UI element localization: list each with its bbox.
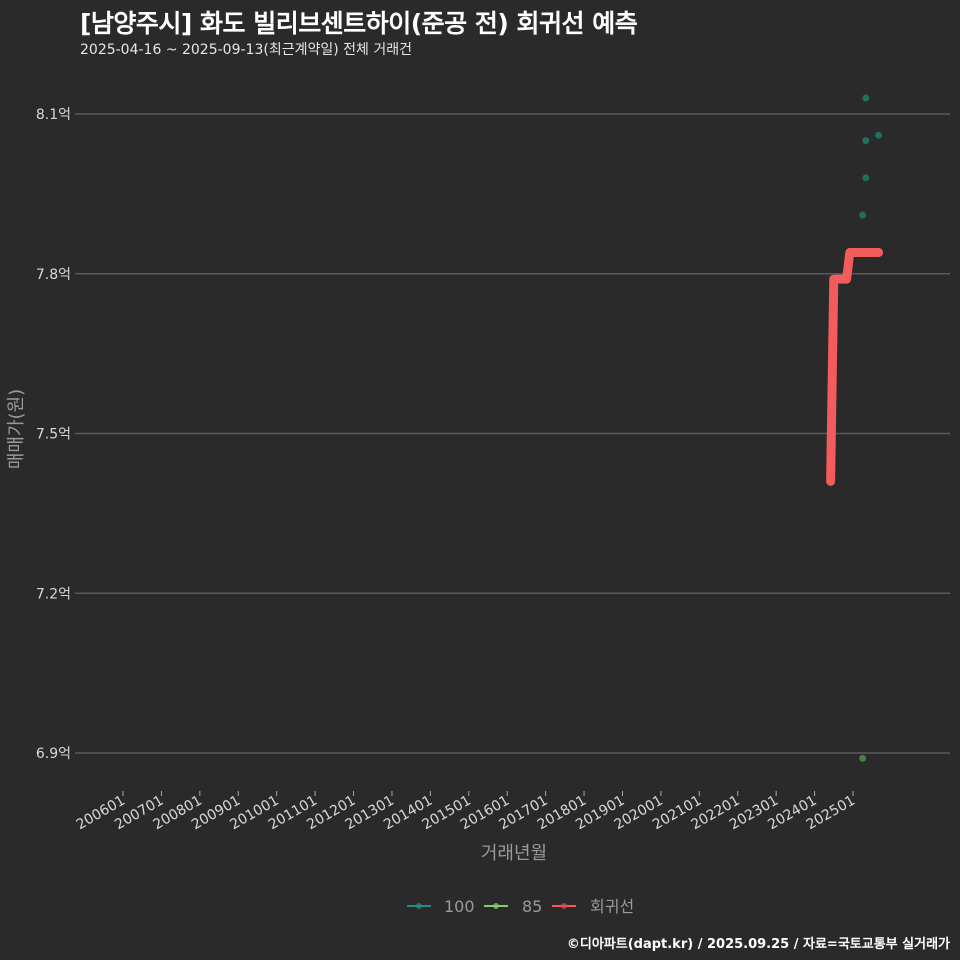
y-axis-title: 매매가(원) xyxy=(6,389,27,469)
legend-key-point xyxy=(416,903,422,909)
chart-subtitle: 2025-04-16 ~ 2025-09-13(최근계약일) 전체 거래건 xyxy=(80,42,412,58)
legend-label: 100 xyxy=(444,897,475,916)
legend-key-point xyxy=(493,903,499,909)
y-tick-label: 7.8억 xyxy=(36,267,71,283)
x-axis-ticks: 2006012007012008012009012010012011012012… xyxy=(74,791,858,833)
legend: 100 85 회귀선 xyxy=(407,897,634,916)
data-series xyxy=(826,94,884,762)
legend-key-point xyxy=(561,903,567,909)
data-point xyxy=(859,211,867,219)
x-axis-title: 거래년월 xyxy=(481,843,547,864)
regression-line xyxy=(826,247,884,486)
gridlines xyxy=(75,113,950,754)
y-axis-ticks: 6.9억 7.2억 7.5억 7.8억 8.1억 xyxy=(36,107,71,762)
data-point xyxy=(862,94,870,102)
legend-label: 회귀선 xyxy=(590,897,634,916)
data-point xyxy=(859,754,867,762)
y-tick-label: 7.5억 xyxy=(36,427,71,443)
y-tick-label: 6.9억 xyxy=(36,746,71,762)
source-credit: ©디아파트(dapt.kr) / 2025.09.25 / 자료=국토교통부 실… xyxy=(566,937,950,952)
data-point xyxy=(875,131,883,139)
legend-label: 85 xyxy=(522,897,542,916)
data-point xyxy=(862,174,870,182)
data-point xyxy=(862,137,870,145)
chart-title: [남양주시] 화도 빌리브센트하이(준공 전) 회귀선 예측 xyxy=(80,9,638,38)
y-tick-label: 7.2억 xyxy=(36,586,71,602)
y-tick-label: 8.1억 xyxy=(36,107,71,123)
